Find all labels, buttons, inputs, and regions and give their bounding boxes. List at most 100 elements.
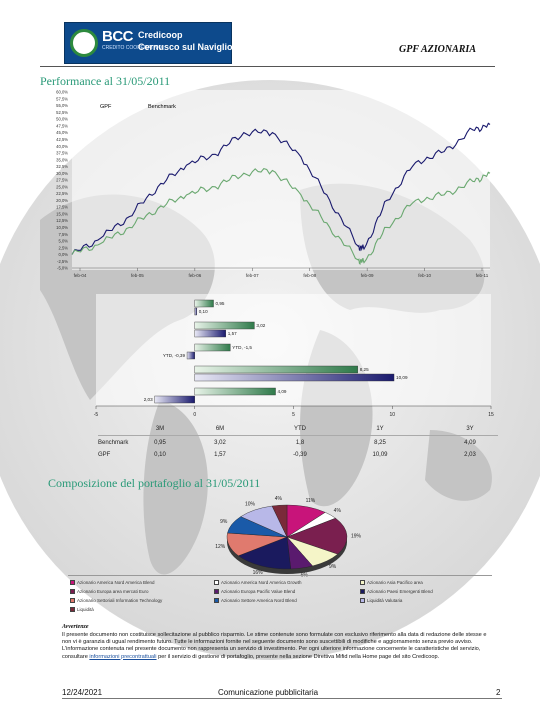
bar-value-label: 3,02 xyxy=(256,323,265,328)
table-cell: 4,09 xyxy=(464,440,476,446)
table-cell: 0,95 xyxy=(154,440,166,446)
comparison-bar xyxy=(194,373,395,382)
disclaimer-text: Il presente documento non costituisce so… xyxy=(62,632,490,661)
y-tick-label: 27,5% xyxy=(56,178,68,183)
legend-swatch xyxy=(70,589,75,595)
y-tick-label: -5,0% xyxy=(57,266,68,271)
bar-value-label: 2,03 xyxy=(144,397,153,402)
legend-item: Azionario America Nord America Blend xyxy=(70,580,155,586)
legend-swatch xyxy=(360,589,365,595)
y-tick-label: 60,0% xyxy=(56,90,68,95)
legend-swatch xyxy=(214,589,219,595)
legend-swatch xyxy=(70,598,75,604)
table-cell: -0,39 xyxy=(293,452,307,458)
legend-label: Azionario Settoriali Information Technol… xyxy=(77,598,163,603)
pie-slice-label: 9% xyxy=(329,564,337,570)
logo-subline: CREDITO COOPERATIVO xyxy=(102,45,163,51)
comparison-bar xyxy=(194,321,255,330)
y-tick-label: 5,0% xyxy=(58,239,68,244)
x-tick-label: 15 xyxy=(488,412,494,418)
footer-date: 12/24/2021 xyxy=(62,688,103,697)
x-tick-label: -5 xyxy=(94,412,99,418)
header-divider xyxy=(40,66,495,67)
legend-item: Azionario Europa Pacific Value Blend xyxy=(214,589,295,595)
legend-swatch xyxy=(70,580,75,586)
benchmark-series-line xyxy=(71,122,491,255)
bar-value-label: 0,10 xyxy=(199,309,208,314)
bar-value-label: 10,09 xyxy=(396,375,408,380)
pie-legend: Azionario America Nord America Blend Azio… xyxy=(68,575,492,617)
table-cell: 10,09 xyxy=(372,452,388,458)
y-tick-label: 42,5% xyxy=(56,137,68,142)
bar-value-label: 8,25 xyxy=(360,367,369,372)
period-comparison-bar-chart: 0,95 0,10 3,02 1,57 YTD, -1,5 YTD, -0,39 8,25 1… xyxy=(94,294,494,418)
y-tick-label: 45,0% xyxy=(56,130,68,135)
pie-slice-label: 4% xyxy=(275,496,283,502)
y-tick-label: 55,0% xyxy=(56,103,68,108)
y-tick-label: 0,0% xyxy=(58,252,68,257)
y-tick-label: 57,5% xyxy=(56,96,68,101)
comparison-bar xyxy=(186,351,195,360)
table-header-cell: 3M xyxy=(155,426,165,432)
table-header-cell: 3Y xyxy=(466,426,474,432)
bcc-logo-icon xyxy=(70,29,98,57)
table-header-cell: 1Y xyxy=(376,426,384,432)
disclaimer-body-2: per il servizio di gestione di portafogl… xyxy=(156,653,440,660)
comparison-bar xyxy=(194,329,226,338)
y-tick-label: 30,0% xyxy=(56,171,68,176)
legend-item: Azionario Europa area mercati Euro xyxy=(70,589,149,595)
y-tick-label: 2,5% xyxy=(58,245,68,250)
comparison-bar xyxy=(154,395,195,404)
precontract-info-link[interactable]: informazioni precontrattuali xyxy=(89,653,157,660)
legend-gpf-label: GPF xyxy=(100,104,112,110)
y-tick-label: 17,5% xyxy=(56,205,68,210)
table-row-label: Benchmark xyxy=(98,440,129,446)
comparison-bar xyxy=(194,299,214,308)
gpf-series-line xyxy=(71,167,491,265)
pie-slice-label: 4% xyxy=(334,508,342,514)
legend-label: Liquidità Valutaria xyxy=(367,598,403,603)
y-tick-label: 47,5% xyxy=(56,123,68,128)
comparison-bar xyxy=(194,343,231,352)
pie-slice-label: 19% xyxy=(351,533,362,539)
returns-table: 3M 6M YTD 1Y 3Y Benchmark 0,95 3,02 1,8 8,25 4,09 G… xyxy=(98,424,500,464)
legend-label: Azionario America Nord America Growth xyxy=(221,580,302,585)
legend-item: Liquidità xyxy=(70,607,94,613)
legend-swatch xyxy=(360,598,365,604)
y-tick-label: 25,0% xyxy=(56,184,68,189)
pie-slice-label: 9% xyxy=(220,519,228,525)
pie-slice xyxy=(238,536,291,570)
bar-value-label: YTD, -0,39 xyxy=(163,353,186,358)
table-cell: 0,10 xyxy=(154,452,166,458)
x-tick-label: feb-09 xyxy=(361,273,374,278)
pie-slice-label: 16% xyxy=(253,570,264,576)
legend-swatch xyxy=(214,598,219,604)
pie-slice xyxy=(286,517,348,555)
x-tick-label: 10 xyxy=(389,412,395,418)
y-tick-label: -2,5% xyxy=(57,259,68,264)
x-tick-label: 5 xyxy=(292,412,295,418)
legend-swatch xyxy=(360,580,365,586)
bar-value-label: 0,95 xyxy=(216,301,225,306)
disclaimer-body-1: Il presente documento non costituisce so… xyxy=(62,632,487,660)
footer-advertising-note: Comunicazione pubblicitaria xyxy=(218,688,319,697)
y-tick-label: 15,0% xyxy=(56,211,68,216)
legend-label: Azionario Asia Pacifico area xyxy=(367,580,423,585)
pie-slice xyxy=(271,504,288,538)
y-tick-label: 20,0% xyxy=(56,198,68,203)
x-tick-label: feb-05 xyxy=(131,273,144,278)
pie-slice-label: 11% xyxy=(306,498,316,504)
disclaimer-title: Avvertenze xyxy=(62,624,89,630)
comparison-bar xyxy=(194,387,276,396)
bank-name-line1: Credicoop xyxy=(138,30,183,40)
performance-line-chart: 60,0%57,5% 55,0% 52,5% 50,0%47,5% 45,0% 42,5%… xyxy=(56,90,491,278)
x-tick-label: feb-04 xyxy=(74,273,87,278)
x-tick-label: feb-08 xyxy=(303,273,316,278)
y-tick-label: 52,5% xyxy=(56,110,68,115)
legend-label: Liquidità xyxy=(77,607,94,612)
x-tick-label: feb-10 xyxy=(418,273,431,278)
legend-swatch xyxy=(70,607,75,613)
x-tick-label: feb-07 xyxy=(246,273,259,278)
y-tick-label: 12,5% xyxy=(56,218,68,223)
footer-divider xyxy=(62,698,502,699)
